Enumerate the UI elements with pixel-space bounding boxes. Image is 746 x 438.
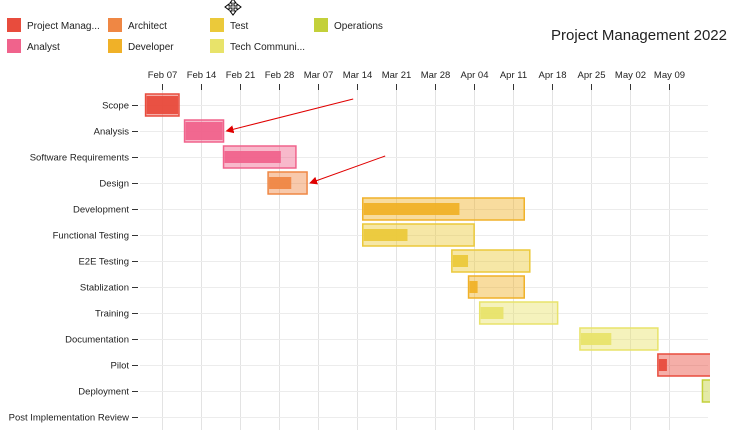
legend-swatch xyxy=(108,18,122,32)
x-tick-label: Apr 25 xyxy=(578,70,606,81)
legend-swatch xyxy=(7,39,21,53)
task-bar-background xyxy=(657,353,710,377)
task-bar-design[interactable] xyxy=(267,171,308,195)
x-tick-label: Apr 11 xyxy=(500,70,527,81)
task-bar-documentation[interactable] xyxy=(579,327,659,351)
x-tick-label: Mar 28 xyxy=(421,70,451,81)
task-progress-fill xyxy=(452,255,469,267)
task-bar-scope[interactable] xyxy=(144,93,180,117)
task-progress-fill xyxy=(185,122,223,140)
task-bar-stablization[interactable] xyxy=(467,275,525,299)
task-label-deployment: Deployment xyxy=(78,387,129,398)
x-tick-label: May 02 xyxy=(615,70,646,81)
x-tick-label: Mar 14 xyxy=(343,70,373,81)
task-bar-software-requirements[interactable] xyxy=(222,145,297,169)
x-tick-label: Feb 07 xyxy=(148,70,178,81)
task-bar-development[interactable] xyxy=(361,197,525,221)
task-label-software-requirements: Software Requirements xyxy=(30,153,130,164)
task-progress-fill xyxy=(363,229,408,241)
x-tick-label: Apr 04 xyxy=(461,70,489,81)
legend-label: Project Manag... xyxy=(27,21,100,32)
task-bar-analysis[interactable] xyxy=(183,119,225,143)
task-progress-fill xyxy=(146,96,178,114)
task-bar-background xyxy=(701,379,710,403)
task-bar-background xyxy=(451,249,531,273)
legend-item-analyst[interactable]: Analyst xyxy=(7,39,60,53)
legend-item-techcomm[interactable]: Tech Communi... xyxy=(210,39,305,53)
dependency-arrows xyxy=(225,98,386,185)
task-label-e2e-testing: E2E Testing xyxy=(78,257,129,268)
task-progress-fill xyxy=(224,151,281,163)
task-progress-fill xyxy=(658,359,667,371)
task-label-development: Development xyxy=(73,205,129,216)
task-progress-fill xyxy=(480,307,504,319)
x-tick-label: Feb 21 xyxy=(226,70,256,81)
task-progress-fill xyxy=(269,177,292,189)
task-progress-fill xyxy=(580,333,612,345)
legend-swatch xyxy=(210,39,224,53)
task-bar-deployment[interactable] xyxy=(701,379,741,403)
legend-swatch xyxy=(210,18,224,32)
legend-label: Operations xyxy=(334,21,383,32)
task-progress-fill xyxy=(363,203,460,215)
legend-item-ops[interactable]: Operations xyxy=(314,18,383,32)
x-tick-label: Mar 21 xyxy=(382,70,412,81)
x-tick-label: May 09 xyxy=(654,70,685,81)
dependency-arrow-software-requirements-to-design xyxy=(309,155,386,185)
task-bar-functional-testing[interactable] xyxy=(361,223,475,247)
task-label-analysis: Analysis xyxy=(94,127,130,138)
move-cursor-icon xyxy=(224,0,242,16)
legend-item-test[interactable]: Test xyxy=(210,18,249,32)
x-axis: Feb 07 Feb 14 Feb 21 Feb 28 Mar 07 Mar 14 Mar … xyxy=(148,70,685,90)
task-bar-background xyxy=(467,275,525,299)
legend-label: Developer xyxy=(128,42,174,53)
legend-label: Analyst xyxy=(27,42,60,53)
legend-label: Test xyxy=(230,21,249,32)
chart-title: Project Management 2022 xyxy=(551,27,727,44)
dependency-arrow-scope-to-analysis xyxy=(225,98,354,134)
legend-item-developer[interactable]: Developer xyxy=(108,39,174,53)
task-label-stablization: Stablization xyxy=(80,283,129,294)
chart-grid xyxy=(140,87,708,430)
task-progress-fill xyxy=(469,281,478,293)
task-bar-e2e-testing[interactable] xyxy=(451,249,531,273)
task-label-training: Training xyxy=(95,309,129,320)
x-tick-label: Apr 18 xyxy=(539,70,567,81)
x-tick-label: Mar 07 xyxy=(304,70,334,81)
y-axis: Scope Analysis Software Requirements Design… xyxy=(9,101,138,424)
legend: Project Manag... Architect Test Operations A… xyxy=(7,18,383,53)
legend-swatch xyxy=(108,39,122,53)
task-label-design: Design xyxy=(99,179,129,190)
task-label-pilot: Pilot xyxy=(111,361,130,372)
task-label-functional-testing: Functional Testing xyxy=(53,231,129,242)
legend-label: Tech Communi... xyxy=(230,42,305,53)
task-label-scope: Scope xyxy=(102,101,129,112)
task-label-post-implementation-review: Post Implementation Review xyxy=(9,413,130,424)
legend-swatch xyxy=(314,18,328,32)
x-tick-label: Feb 28 xyxy=(265,70,295,81)
legend-item-architect[interactable]: Architect xyxy=(108,18,167,32)
legend-label: Architect xyxy=(128,21,167,32)
task-label-documentation: Documentation xyxy=(65,335,129,346)
legend-item-pm[interactable]: Project Manag... xyxy=(7,18,100,32)
task-bar-pilot[interactable] xyxy=(657,353,746,377)
x-tick-label: Feb 14 xyxy=(187,70,217,81)
task-bar-training[interactable] xyxy=(478,301,559,325)
legend-swatch xyxy=(7,18,21,32)
task-bars xyxy=(144,93,746,403)
